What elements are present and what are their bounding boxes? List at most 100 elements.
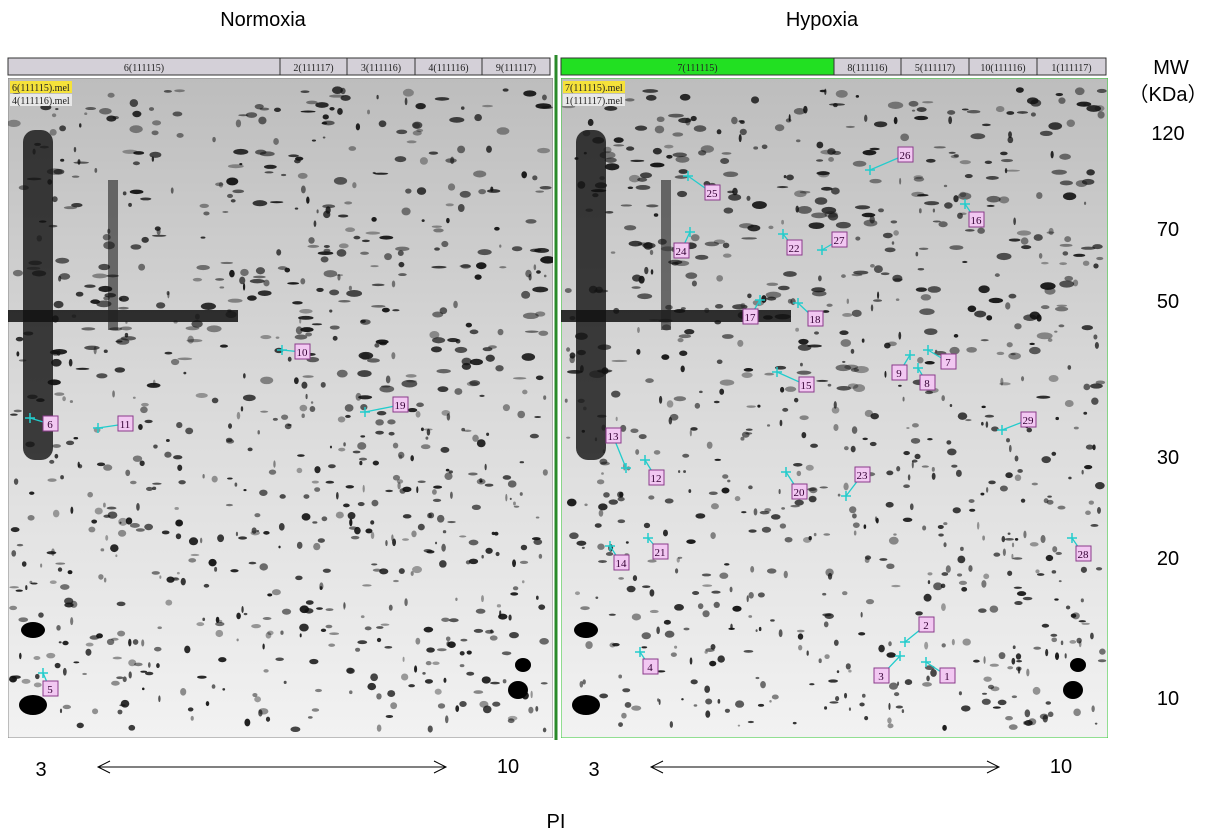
protein-spot <box>1026 427 1032 433</box>
protein-spot <box>423 626 434 633</box>
protein-spot <box>1090 524 1099 527</box>
protein-spot <box>256 529 260 533</box>
protein-spot <box>172 111 183 117</box>
protein-spot <box>60 158 65 162</box>
protein-spot <box>704 685 711 693</box>
protein-spot <box>432 337 446 344</box>
protein-spot <box>985 176 999 180</box>
protein-spot <box>727 479 731 483</box>
protein-spot <box>226 177 239 186</box>
protein-spot <box>662 529 668 537</box>
protein-spot <box>808 535 812 541</box>
protein-spot <box>154 646 162 652</box>
protein-spot <box>38 220 47 223</box>
protein-spot <box>128 671 132 679</box>
protein-spot <box>360 435 366 438</box>
protein-spot <box>524 330 539 333</box>
protein-spot <box>695 513 706 519</box>
protein-spot <box>709 660 717 667</box>
protein-spot <box>136 502 140 511</box>
protein-spot <box>880 272 890 276</box>
protein-spot <box>281 173 287 177</box>
protein-spot <box>920 294 932 301</box>
protein-spot <box>304 608 314 614</box>
pi-title: PI <box>547 811 566 833</box>
protein-spot <box>991 426 999 432</box>
protein-spot <box>702 610 710 618</box>
protein-spot <box>116 676 124 680</box>
protein-spot <box>682 453 690 458</box>
protein-spot <box>122 191 127 196</box>
protein-spot <box>973 659 980 663</box>
protein-spot <box>885 501 894 508</box>
protein-spot <box>349 518 353 527</box>
protein-spot <box>118 295 129 302</box>
protein-spot <box>125 517 133 525</box>
protein-spot <box>53 300 64 309</box>
protein-spot <box>49 129 57 136</box>
protein-spot <box>371 217 377 222</box>
protein-spot <box>431 265 447 269</box>
protein-spot <box>495 551 500 557</box>
protein-spot <box>833 639 839 646</box>
protein-spot <box>641 632 651 640</box>
protein-spot <box>951 464 958 468</box>
protein-spot <box>521 171 528 179</box>
protein-spot <box>244 718 251 727</box>
protein-spot <box>708 491 718 496</box>
protein-spot <box>220 261 234 265</box>
protein-spot <box>39 145 49 149</box>
protein-spot <box>375 419 384 426</box>
protein-spot <box>903 484 910 489</box>
protein-spot <box>747 720 755 724</box>
protein-spot <box>336 249 347 257</box>
protein-spot <box>16 351 20 357</box>
protein-spot <box>367 682 377 691</box>
protein-spot <box>931 472 936 480</box>
protein-spot <box>21 678 31 684</box>
protein-spot <box>658 699 661 706</box>
protein-spot <box>598 509 604 517</box>
protein-spot <box>632 274 642 282</box>
protein-spot <box>1041 261 1049 265</box>
protein-spot <box>959 212 967 215</box>
protein-spot <box>889 682 898 690</box>
protein-spot <box>1007 136 1014 144</box>
protein-spot <box>420 444 431 450</box>
protein-spot <box>111 680 120 686</box>
protein-spot <box>434 97 450 101</box>
spot-label: 18 <box>810 314 822 326</box>
protein-spot <box>129 480 137 485</box>
protein-spot <box>768 225 774 230</box>
protein-spot <box>281 608 292 615</box>
protein-spot <box>322 136 326 139</box>
protein-spot <box>29 491 35 495</box>
protein-spot <box>239 163 243 166</box>
protein-spot <box>738 134 742 143</box>
protein-spot <box>1093 263 1099 269</box>
protein-spot <box>864 716 869 721</box>
protein-spot <box>187 707 194 712</box>
protein-spot <box>798 338 809 345</box>
protein-spot <box>612 642 620 647</box>
protein-spot <box>416 128 424 133</box>
protein-spot <box>664 144 674 149</box>
protein-spot <box>827 383 832 387</box>
protein-spot <box>239 276 246 285</box>
protein-spot <box>315 102 329 108</box>
spot-label: 14 <box>616 558 628 570</box>
protein-spot <box>530 690 533 699</box>
protein-spot <box>60 475 64 480</box>
protein-spot <box>77 159 81 165</box>
protein-spot <box>650 269 654 275</box>
protein-spot <box>398 451 405 459</box>
protein-spot <box>521 290 531 299</box>
protein-spot <box>337 108 343 115</box>
protein-spot <box>842 360 846 363</box>
protein-spot <box>986 195 1001 203</box>
protein-spot <box>956 573 963 577</box>
protein-spot <box>855 94 860 98</box>
protein-spot <box>263 279 270 287</box>
spot-label-box <box>897 146 914 163</box>
protein-spot <box>34 142 41 146</box>
